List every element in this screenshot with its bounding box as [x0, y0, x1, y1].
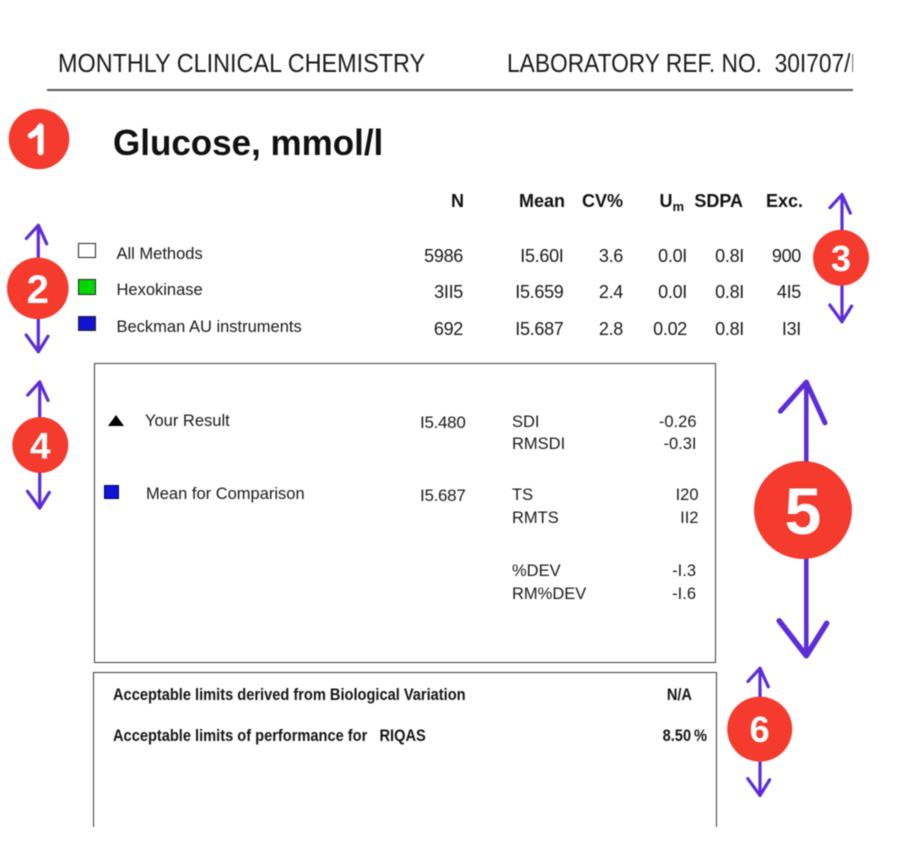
svg-text:2: 2 [27, 268, 49, 312]
svg-text:5: 5 [785, 474, 822, 548]
svg-text:3: 3 [831, 238, 851, 279]
svg-text:4: 4 [30, 426, 51, 467]
svg-text:6: 6 [750, 709, 770, 750]
